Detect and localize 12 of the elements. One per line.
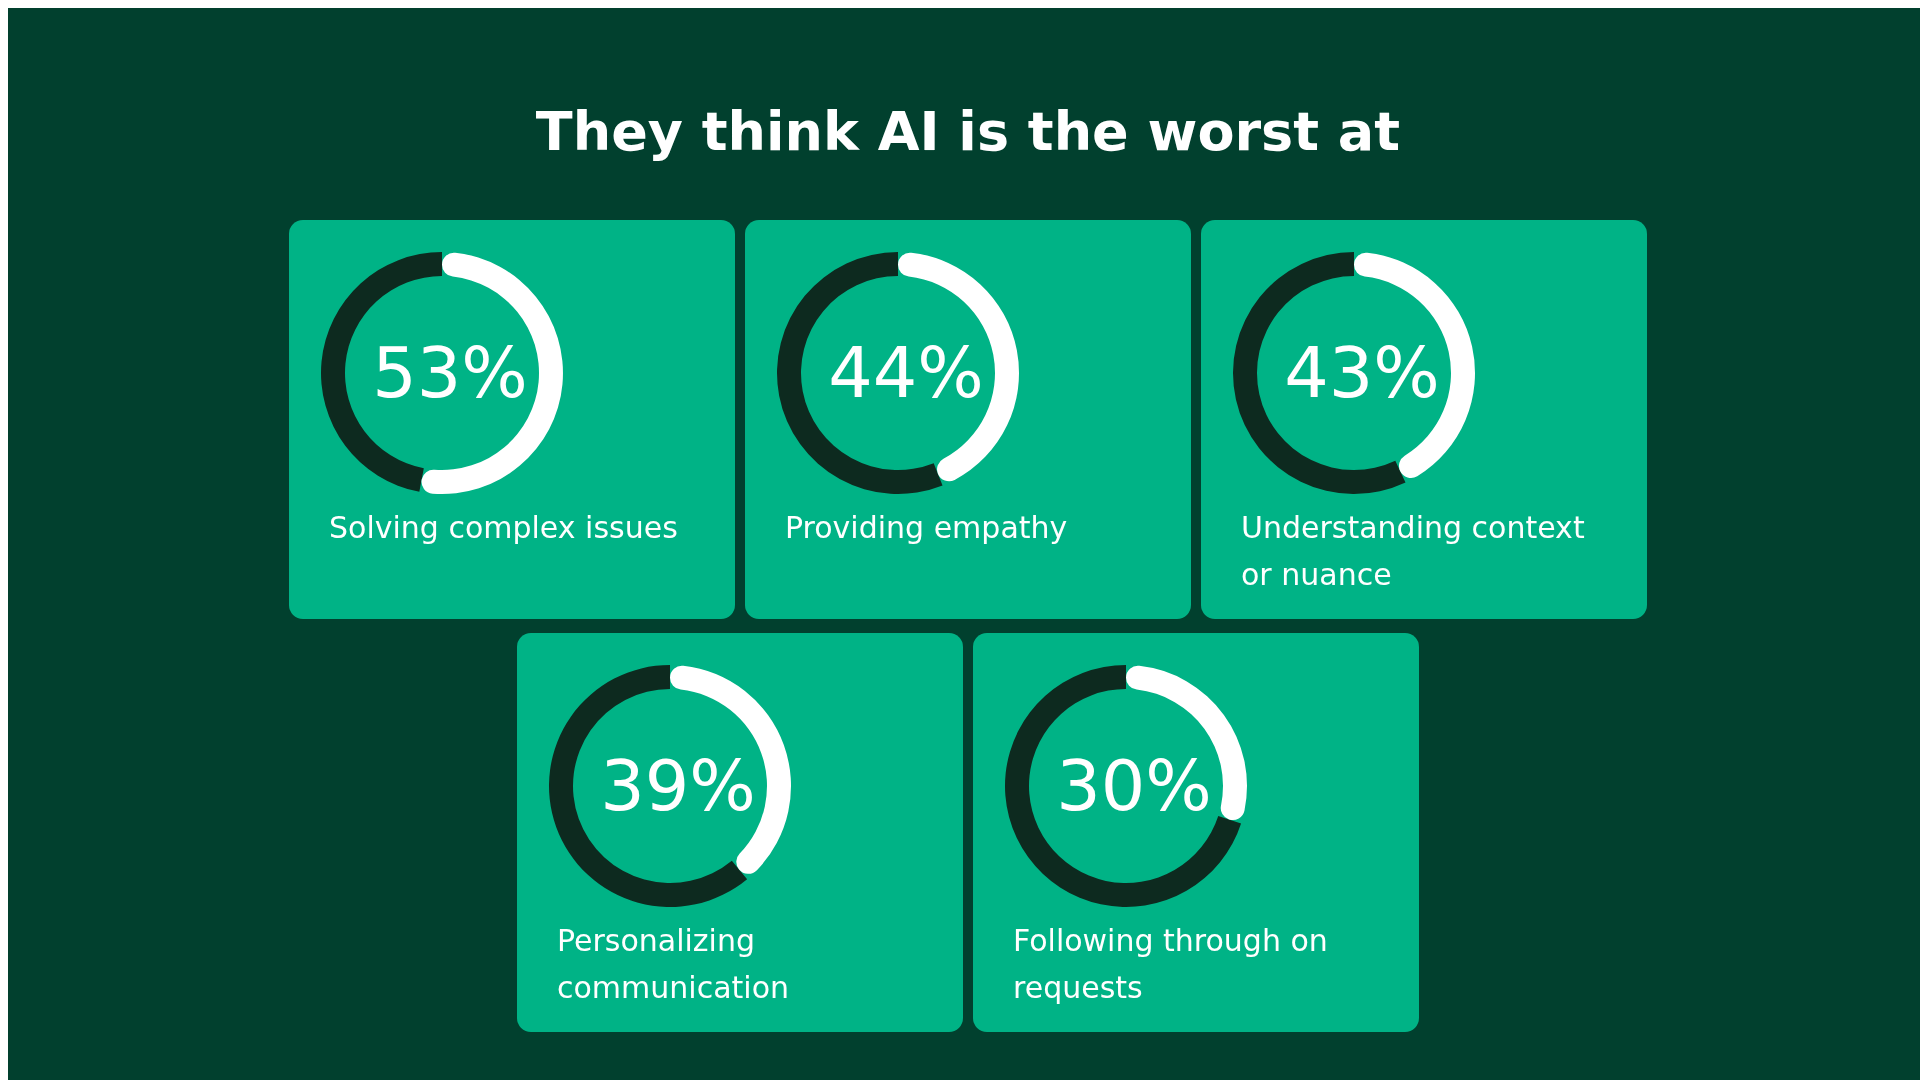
text: Solving complex issues	[329, 510, 678, 545]
data-label: 44%	[828, 332, 984, 414]
text: Personalizing communication	[557, 923, 790, 1005]
text: They think AI is the worst at	[535, 100, 1401, 163]
text: Providing empathy	[785, 510, 1068, 545]
donut-slice	[1005, 665, 1242, 907]
text: Following through on requests	[1013, 923, 1328, 1005]
text: Understanding context or nuance	[1241, 510, 1585, 592]
data-label: 43%	[1284, 332, 1440, 414]
data-label: 53%	[372, 332, 528, 414]
data-label: 39%	[600, 745, 756, 827]
data-label: 30%	[1056, 745, 1212, 827]
